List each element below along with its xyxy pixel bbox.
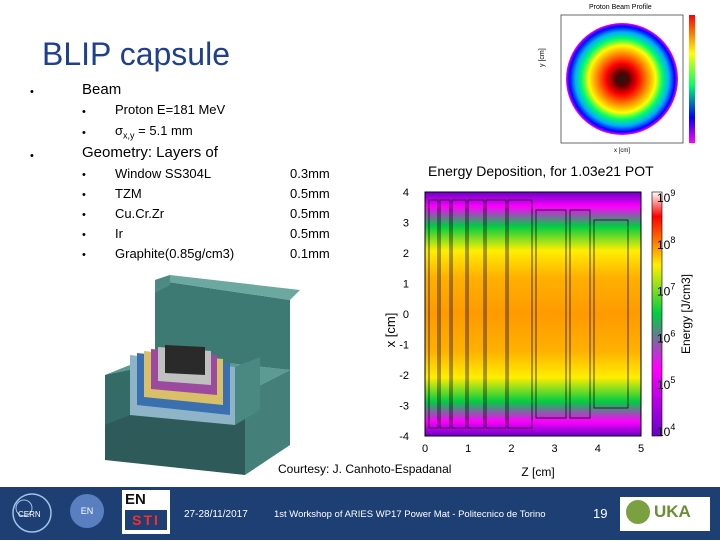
footer-workshop: 1st Workshop of ARIES WP17 Power Mat - P… — [274, 509, 546, 520]
edep-ylabel: x [cm] — [383, 313, 398, 348]
edep-xticks: 0 1 2 3 4 5 — [422, 443, 644, 455]
footer-bar — [0, 487, 720, 540]
edep-yticks: 4 3 2 1 0 -1 -2 -3 -4 — [399, 187, 409, 443]
layer-name: Cu.Cr.Zr — [115, 206, 165, 221]
bullet-dot: • — [82, 249, 86, 261]
edep-ytick-label: -2 — [399, 370, 409, 382]
edep-xtick-label: 3 — [552, 443, 558, 455]
capsule-layers — [428, 199, 629, 429]
beam-profile-plot — [560, 14, 695, 144]
layer-name: Window SS304L — [115, 166, 212, 181]
layer-row: • TZM 0.5mm — [82, 186, 382, 206]
sigma-value: = 5.1 mm — [134, 123, 193, 138]
edep-ytick-label: 1 — [403, 279, 409, 291]
sigma-subscript: x,y — [123, 130, 135, 141]
edep-cbar-ticks: 109 108 107 106 105 104 — [657, 188, 675, 439]
edep-ytick-label: 3 — [403, 218, 409, 230]
sigma-symbol: σ — [115, 123, 124, 138]
bullet-dot: • — [82, 189, 86, 201]
capsule-3d-model — [105, 275, 300, 475]
bullet-dot: • — [82, 127, 86, 139]
svg-text:CERN: CERN — [18, 510, 41, 519]
en-dept-logo: EN — [70, 494, 104, 528]
layer-row: • Graphite(0.85g/cm3) 0.1mm — [82, 246, 382, 266]
layer-name: Ir — [115, 226, 123, 241]
edep-ytick-label: -1 — [399, 340, 409, 352]
edep-xlabel: Z [cm] — [521, 465, 554, 479]
uka-logo: UKA — [620, 497, 710, 531]
uka-logo-mark — [626, 500, 650, 524]
edep-xtick-label: 0 — [422, 443, 428, 455]
edep-xtick-label: 2 — [508, 443, 514, 455]
edep-cbar-tick-label: 104 — [657, 422, 675, 439]
bullet-proton-energy: Proton E=181 MeV — [115, 102, 226, 117]
uka-logo-text: UKA — [654, 502, 691, 521]
edep-cbar-tick-label: 108 — [657, 235, 675, 252]
bullet-dot: • — [30, 150, 34, 162]
bullet-dot: • — [82, 169, 86, 181]
courtesy-note: Courtesy: J. Canhoto-Espadanal — [278, 462, 452, 476]
en-sti-logo-bottom: STI — [125, 510, 167, 530]
layer-name: TZM — [115, 186, 142, 201]
beam-profile-xlabel: x [cm] — [614, 148, 630, 154]
edep-colorbar — [651, 191, 663, 437]
edep-cbar-tick-label: 107 — [657, 282, 675, 299]
edep-cbar-tick-label: 109 — [657, 188, 675, 205]
bullet-sigma: σx,y = 5.1 mm — [115, 123, 193, 141]
cern-logo: CERN — [8, 490, 56, 536]
layer-row: • Ir 0.5mm — [82, 226, 382, 246]
footer-dates: 27-28/11/2017 — [184, 509, 248, 520]
layer-thickness: 0.5mm — [290, 206, 330, 221]
edep-cbar-tick-label: 105 — [657, 375, 675, 392]
layer-list: • Window SS304L 0.3mm • TZM 0.5mm • Cu.C… — [82, 166, 382, 266]
en-sti-logo: EN STI — [122, 490, 170, 534]
bullet-dot: • — [30, 86, 34, 98]
en-sti-logo-top: EN — [125, 491, 146, 508]
beam-profile-title: Proton Beam Profile — [589, 4, 652, 11]
layer-row: • Window SS304L 0.3mm — [82, 166, 382, 186]
edep-heatmap — [424, 191, 642, 437]
layer-row: • Cu.Cr.Zr 0.5mm — [82, 206, 382, 226]
layer-thickness: 0.5mm — [290, 186, 330, 201]
edep-ytick-label: -3 — [399, 401, 409, 413]
edep-ytick-label: 0 — [403, 309, 409, 321]
beam-profile-figure: Proton Beam Profile y [cm] — [535, 4, 715, 155]
bullet-dot: • — [82, 209, 86, 221]
layer-thickness: 0.5mm — [290, 226, 330, 241]
edep-ytick-label: 2 — [403, 248, 409, 260]
edep-xtick-label: 4 — [595, 443, 601, 455]
layer-name: Graphite(0.85g/cm3) — [115, 246, 235, 261]
edep-title: Energy Deposition, for 1.03e21 POT — [428, 163, 654, 179]
edep-ytick-label: 4 — [403, 187, 409, 199]
edep-cbar-tick-label: 106 — [657, 328, 675, 345]
edep-xtick-label: 1 — [465, 443, 471, 455]
edep-cbar-label: Energy [J/cm3] — [679, 274, 693, 354]
layer-thickness: 0.1mm — [290, 246, 330, 261]
edep-ytick-label: -4 — [399, 431, 409, 443]
bullet-geometry: Geometry: Layers of — [82, 144, 218, 161]
layer-thickness: 0.3mm — [290, 166, 330, 181]
slide-title: BLIP capsule — [42, 36, 230, 72]
bullet-dot: • — [82, 229, 86, 241]
page-number: 19 — [593, 506, 608, 521]
edep-xtick-label: 5 — [638, 443, 644, 455]
bullet-beam: Beam — [82, 81, 122, 98]
bullet-dot: • — [82, 106, 86, 118]
